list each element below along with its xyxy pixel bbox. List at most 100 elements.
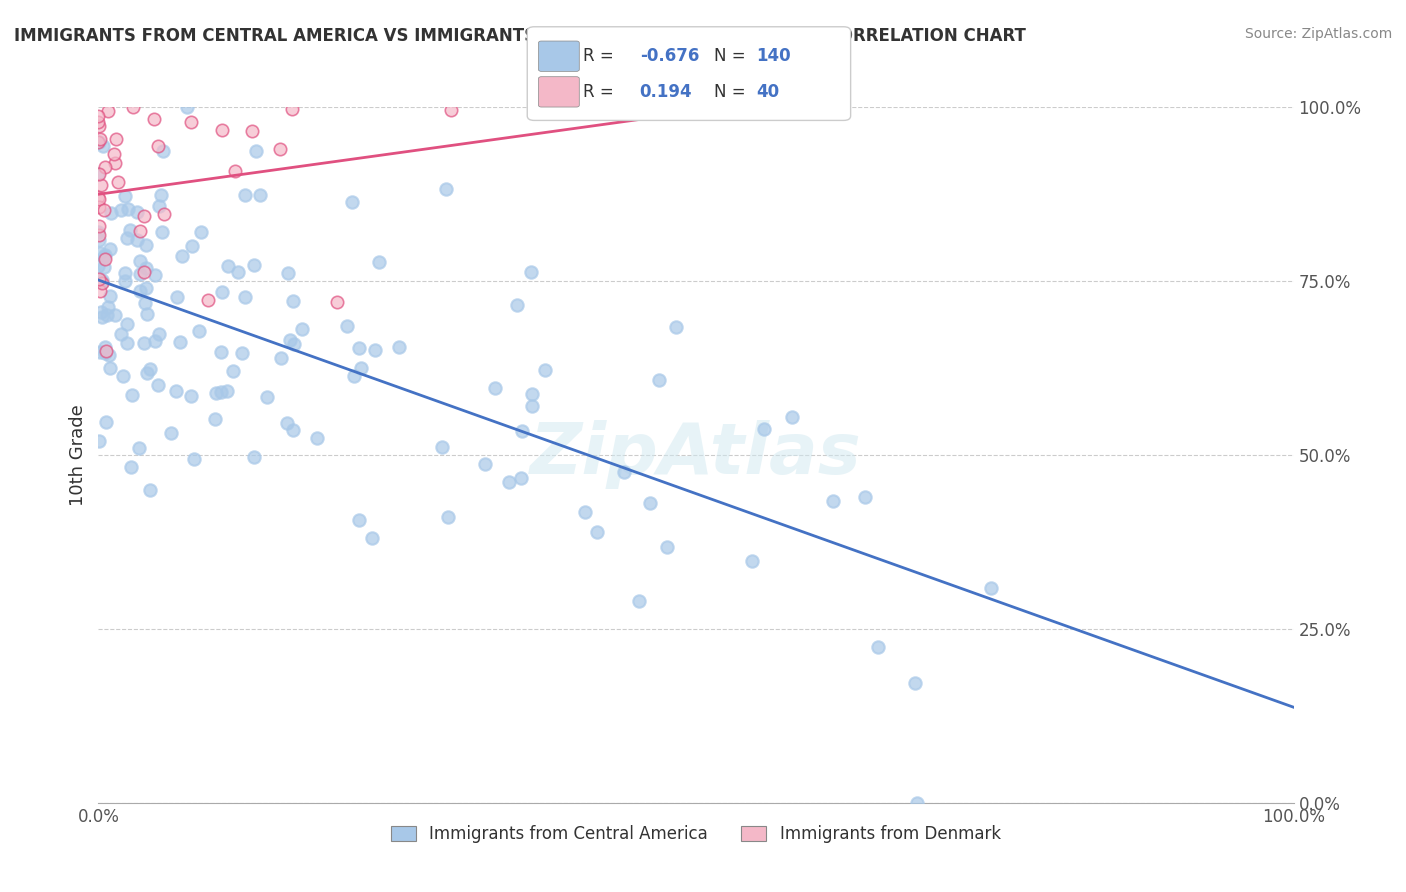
Point	[364, 343, 387, 358]
Text: R =: R =	[583, 47, 620, 65]
Point	[87, 233, 110, 247]
Point	[135, 238, 157, 252]
Point	[278, 333, 301, 347]
Legend: Immigrants from Central America, Immigrants from Denmark: Immigrants from Central America, Immigra…	[384, 819, 1008, 850]
Point	[87, 226, 110, 240]
Point	[440, 103, 463, 118]
Point	[104, 132, 127, 146]
Point	[183, 451, 205, 466]
Point	[90, 305, 112, 319]
Point	[291, 321, 314, 335]
Point	[188, 324, 211, 338]
Point	[205, 385, 228, 400]
Point	[93, 260, 115, 275]
Point	[87, 167, 110, 181]
Text: N =: N =	[714, 47, 751, 65]
Point	[256, 390, 278, 404]
Point	[143, 112, 166, 127]
Point	[520, 264, 543, 278]
Point	[336, 318, 359, 333]
Point	[117, 230, 139, 244]
Point	[97, 300, 120, 314]
Text: R =: R =	[583, 83, 620, 101]
Point	[115, 317, 138, 331]
Point	[87, 109, 110, 123]
Point	[94, 343, 117, 358]
Point	[853, 490, 876, 504]
Point	[98, 348, 121, 362]
Point	[94, 340, 117, 354]
Point	[87, 136, 110, 150]
Point	[150, 225, 173, 239]
Point	[510, 424, 533, 438]
Point	[89, 131, 111, 145]
Point	[134, 336, 156, 351]
Point	[520, 399, 543, 413]
Point	[217, 259, 239, 273]
Point	[204, 412, 226, 426]
Point	[87, 200, 110, 214]
Point	[347, 341, 370, 355]
Point	[367, 254, 389, 268]
Point	[89, 344, 111, 359]
Point	[94, 415, 117, 429]
Point	[277, 266, 299, 280]
Point	[148, 327, 170, 342]
Point	[181, 239, 204, 253]
Point	[342, 194, 364, 209]
Point	[868, 640, 890, 654]
Point	[103, 147, 125, 161]
Point	[904, 676, 927, 690]
Point	[87, 259, 110, 273]
Point	[89, 246, 111, 260]
Point	[360, 531, 382, 545]
Point	[170, 249, 193, 263]
Point	[143, 334, 166, 348]
Point	[87, 190, 110, 204]
Point	[222, 364, 245, 378]
Point	[586, 524, 609, 539]
Point	[114, 267, 136, 281]
Point	[509, 470, 531, 484]
Point	[249, 187, 271, 202]
Point	[104, 156, 127, 170]
Point	[114, 274, 136, 288]
Point	[242, 450, 264, 465]
Point	[160, 426, 183, 441]
Point	[100, 289, 122, 303]
Point	[125, 233, 148, 247]
Point	[211, 285, 233, 299]
Text: 40: 40	[756, 83, 779, 101]
Point	[87, 434, 110, 448]
Text: -0.676: -0.676	[640, 47, 699, 65]
Point	[283, 294, 305, 309]
Point	[87, 272, 110, 286]
Point	[434, 182, 457, 196]
Point	[209, 345, 232, 359]
Point	[110, 202, 132, 217]
Point	[149, 187, 172, 202]
Point	[94, 248, 117, 262]
Point	[269, 142, 291, 156]
Point	[166, 290, 188, 304]
Point	[233, 188, 256, 202]
Point	[87, 120, 110, 134]
Point	[657, 541, 679, 555]
Point	[129, 268, 152, 282]
Point	[217, 384, 239, 398]
Point	[534, 362, 557, 376]
Point	[93, 202, 115, 217]
Point	[135, 281, 157, 295]
Point	[283, 337, 305, 351]
Point	[146, 138, 169, 153]
Point	[752, 422, 775, 436]
Point	[305, 431, 328, 445]
Point	[326, 294, 349, 309]
Text: N =: N =	[714, 83, 751, 101]
Point	[143, 268, 166, 283]
Point	[98, 361, 121, 376]
Point	[94, 346, 117, 360]
Point	[122, 100, 145, 114]
Point	[276, 416, 298, 430]
Point	[347, 513, 370, 527]
